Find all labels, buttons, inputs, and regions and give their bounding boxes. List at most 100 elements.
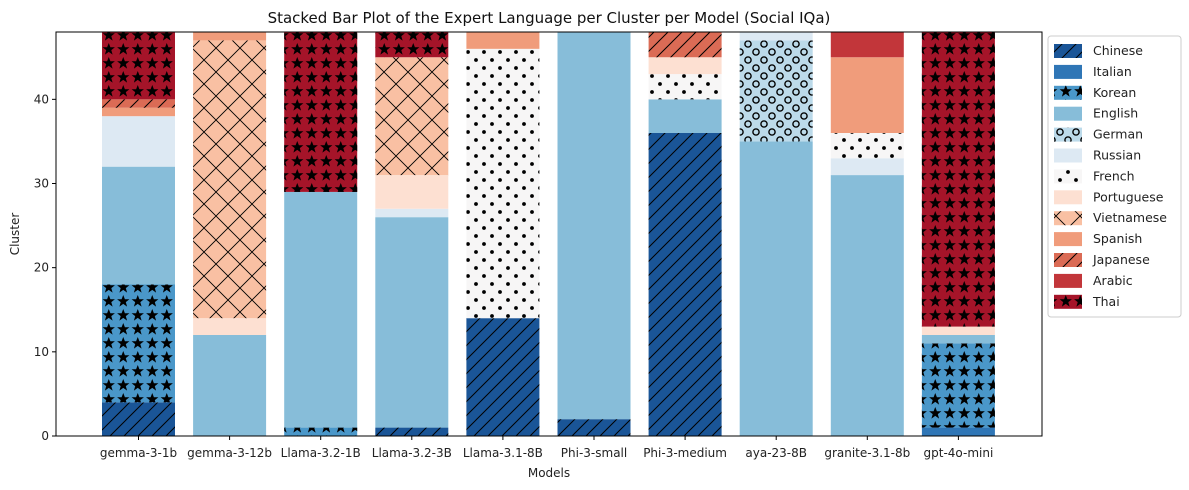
y-tick-label: 30 (34, 177, 49, 191)
y-tick-label: 40 (34, 92, 49, 106)
bar-segment-fill (830, 175, 904, 436)
legend-swatch (1054, 148, 1082, 163)
x-tick-label-phi-3-small: Phi-3-small (561, 446, 627, 460)
bar-segment-hatch (830, 133, 904, 159)
legend-label: Portuguese (1093, 189, 1164, 204)
bar-gemma-3-1b-spanish (102, 107, 175, 117)
bar-gemma-3-1b-thai (102, 32, 175, 100)
legend-label: French (1093, 168, 1135, 183)
legend-item-portuguese: Portuguese (1054, 189, 1164, 205)
bar-segment-hatch (284, 427, 358, 436)
x-tick-label-gpt-4o-mini: gpt-4o-mini (924, 446, 994, 460)
y-axis-title: Cluster (8, 213, 22, 256)
bar-granite-3-1-8b-french (830, 133, 904, 159)
bar-gemma-3-1b-english (102, 166, 175, 285)
x-tick-label-phi-3-medium: Phi-3-medium (643, 446, 727, 460)
bar-llama-3-2-3b-thai (375, 32, 449, 58)
bar-segment-hatch (921, 32, 995, 327)
legend-swatch (1054, 190, 1082, 205)
bar-segment-fill (102, 116, 175, 167)
bar-phi-3-small-chinese (557, 419, 631, 436)
bar-segment-fill (648, 57, 722, 75)
legend-label: English (1093, 106, 1138, 121)
x-tick-label-llama-3-2-3b: Llama-3.2-3B (372, 446, 452, 460)
legend-item-english: English (1054, 106, 1138, 121)
legend-swatch-hatch (1054, 253, 1082, 267)
legend-label: Japanese (1092, 252, 1150, 267)
legend-label: Thai (1092, 294, 1120, 309)
bar-segment-hatch (921, 343, 995, 428)
legend-swatch-hatch (1054, 85, 1082, 100)
x-axis-title: Models (528, 466, 570, 480)
bar-segment-hatch (284, 32, 358, 192)
bar-aya-23-8b-english (739, 141, 813, 436)
bar-segment-hatch (102, 99, 175, 108)
chart-title: Stacked Bar Plot of the Expert Language … (268, 9, 831, 27)
bar-phi-3-medium-portuguese (648, 57, 722, 75)
bar-segment-fill (557, 32, 631, 420)
legend-label: Russian (1093, 148, 1141, 163)
y-axis: 0 10 20 30 40 (34, 92, 56, 443)
legend-swatch-hatch (1054, 294, 1082, 309)
bar-segment-hatch (193, 40, 267, 319)
bar-granite-3-1-8b-arabic (830, 32, 904, 58)
bar-segment-hatch (648, 133, 722, 436)
plot-frame (55, 31, 1043, 437)
legend-item-german: German (1054, 127, 1143, 142)
bar-llama-3-2-3b-english (375, 217, 449, 428)
legend-swatch-hatch (1054, 44, 1082, 58)
legend-swatch-hatch (1054, 169, 1082, 184)
bar-llama-3-2-3b-chinese (375, 427, 449, 436)
bar-phi-3-medium-french (648, 74, 722, 100)
bar-gpt-4o-mini-korean (921, 343, 995, 428)
bar-segment-hatch (375, 57, 449, 176)
legend: Chinese Italian Korean English German Russian… (1047, 35, 1182, 318)
bar-segment-hatch (739, 40, 813, 142)
x-tick-label-gemma-3-12b: gemma-3-12b (187, 446, 272, 460)
bar-segment-fill (921, 427, 995, 436)
legend-swatch (1054, 64, 1082, 79)
x-tick-label-gemma-3-1b: gemma-3-1b (100, 446, 177, 460)
legend-label: Korean (1093, 85, 1136, 100)
bar-segment-fill (830, 32, 904, 58)
bar-segment-hatch (466, 48, 540, 319)
legend-item-italian: Italian (1054, 64, 1132, 79)
legend-swatch-hatch (1054, 127, 1082, 142)
bar-segment-hatch (648, 74, 722, 100)
legend-label: Arabic (1093, 273, 1133, 288)
bar-gemma-3-1b-japanese (102, 99, 175, 108)
bar-gpt-4o-mini-english (921, 335, 995, 344)
bar-llama-3-2-3b-vietnamese (375, 57, 449, 176)
bar-segment-fill (921, 335, 995, 344)
legend-frame (1047, 35, 1182, 318)
bar-segment-fill (921, 326, 995, 335)
bar-segment-hatch (102, 284, 175, 403)
bar-gemma-3-1b-korean (102, 284, 175, 403)
bar-phi-3-medium-japanese (648, 32, 722, 58)
bar-phi-3-medium-chinese (648, 133, 722, 436)
bar-segment-fill (466, 32, 540, 49)
bar-gpt-4o-mini-thai (921, 32, 995, 327)
bar-llama-3-2-3b-russian (375, 208, 449, 218)
legend-label: Vietnamese (1093, 210, 1167, 225)
legend-item-chinese: Chinese (1054, 43, 1143, 58)
y-tick-label: 10 (34, 345, 49, 359)
bar-granite-3-1-8b-russian (830, 158, 904, 176)
bar-gemma-3-12b-portuguese (193, 318, 267, 335)
bar-granite-3-1-8b-spanish (830, 57, 904, 133)
bar-segment-hatch (102, 32, 175, 100)
bar-gemma-3-12b-english (193, 335, 267, 436)
legend-item-vietnamese: Vietnamese (1054, 210, 1167, 226)
bar-gpt-4o-mini-portuguese (921, 326, 995, 335)
bar-llama-3-1-8b-spanish (466, 32, 540, 49)
bar-segment-fill (284, 191, 358, 428)
legend-item-spanish: Spanish (1054, 231, 1142, 247)
bar-gemma-3-1b-chinese (102, 402, 175, 436)
bar-phi-3-small-english (557, 32, 631, 420)
bar-segment-fill (102, 107, 175, 117)
bar-segment-hatch (375, 427, 449, 436)
legend-label: Chinese (1093, 43, 1143, 58)
bar-segment-fill (375, 175, 449, 209)
